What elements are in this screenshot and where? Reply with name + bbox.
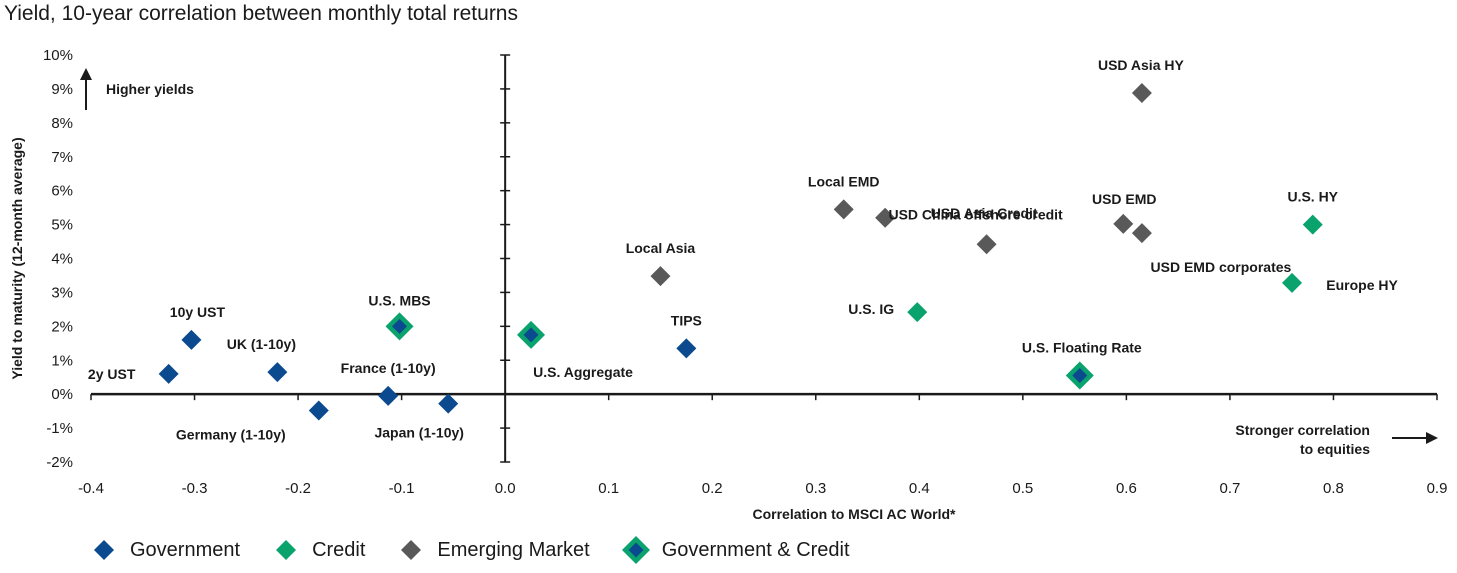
point-germany-1-10y [308, 400, 329, 421]
x-tick-label: 0.9 [1427, 480, 1448, 497]
x-tick-label: -0.4 [78, 480, 104, 497]
point-10y-ust [181, 329, 202, 350]
point-u-s-floating-rate [1072, 368, 1088, 384]
point-label-germany-1-10y: Germany (1-10y) [176, 426, 286, 442]
point-label-usd-asia-credit: USD Asia Credit [931, 205, 1038, 221]
point-label-tips: TIPS [671, 312, 702, 328]
legend-marker-emerging [401, 540, 422, 560]
legend-label: Government [130, 538, 241, 561]
x-tick-label: -0.3 [182, 480, 208, 497]
x-axis-title: Correlation to MSCI AC World* [753, 506, 957, 522]
x-tick-label: -0.1 [389, 480, 415, 497]
y-axis-title: Yield to maturity (12-month average) [9, 137, 25, 379]
y-tick-label: 6% [51, 183, 73, 200]
point-label-usd-china-offshore-credit: USD China offshore credit [888, 206, 1063, 222]
legend-item-credit: Credit [270, 534, 365, 566]
chart-legend: Government Credit Emerging Market Governmen… [88, 534, 880, 566]
scatter-chart: -2% -1% 0% 1% 2% 3% 4% 5% 6% 7% 8% 9% 10% -0.4 -0.3 -0.… [9, 47, 1448, 522]
y-tick-label: 3% [51, 284, 73, 301]
y-tick-label: 5% [51, 217, 73, 234]
right-arrow-icon [1426, 432, 1438, 444]
point-label-u-s-floating-rate: U.S. Floating Rate [1022, 340, 1142, 356]
point-label-france-1-10y: France (1-10y) [341, 360, 436, 376]
stronger-correlation-note-line2: to equities [1300, 441, 1370, 457]
point-label-usd-emd: USD EMD [1092, 191, 1157, 207]
x-tick-label: 0.6 [1116, 480, 1137, 497]
legend-label: Credit [312, 538, 366, 561]
point-u-s-aggregate [523, 327, 539, 343]
point-europe-hy [1282, 272, 1303, 293]
point-france-1-10y [378, 385, 399, 406]
stronger-correlation-note: Stronger correlation [1235, 422, 1370, 438]
point-2y-ust [158, 363, 179, 384]
point-local-emd [833, 199, 854, 220]
point-label-10y-ust: 10y UST [170, 304, 226, 320]
y-tick-label: 10% [43, 47, 73, 64]
x-tick-label: 0.2 [702, 480, 723, 497]
x-tick-label: 0.0 [495, 480, 516, 497]
x-tick-label: 0.8 [1323, 480, 1344, 497]
y-tick-label: 4% [51, 251, 73, 268]
point-usd-asia-credit [875, 207, 896, 228]
legend-item-gov-credit: Government & Credit [620, 534, 850, 566]
point-label-2y-ust: 2y UST [88, 366, 136, 382]
up-arrow-icon [80, 68, 92, 80]
y-tick-label: 0% [51, 386, 73, 403]
x-tick-label: 0.1 [598, 480, 619, 497]
x-tick-label: -0.2 [285, 480, 311, 497]
x-tick-label: 0.5 [1012, 480, 1033, 497]
y-tick-label: -2% [46, 454, 73, 471]
higher-yields-note: Higher yields [106, 81, 194, 97]
legend-item-emerging: Emerging Market [395, 534, 590, 566]
point-label-europe-hy: Europe HY [1326, 277, 1398, 293]
y-tick-label: 9% [51, 81, 73, 98]
y-tick-label: 7% [51, 149, 73, 166]
point-label-u-s-aggregate: U.S. Aggregate [533, 364, 633, 380]
x-tick-label: 0.7 [1219, 480, 1240, 497]
point-label-u-s-ig: U.S. IG [848, 301, 894, 317]
point-japan-1-10y [438, 393, 459, 414]
point-label-usd-emd-corporates: USD EMD corporates [1151, 259, 1292, 275]
point-usd-emd-corporates [1131, 223, 1152, 244]
point-label-usd-asia-hy: USD Asia HY [1098, 57, 1185, 73]
point-label-uk-1-10y: UK (1-10y) [227, 336, 296, 352]
point-u-s-hy [1302, 214, 1323, 235]
point-u-s-mbs [392, 318, 408, 334]
x-tick-label: 0.4 [909, 480, 930, 497]
point-label-japan-1-10y: Japan (1-10y) [374, 425, 463, 441]
point-label-u-s-mbs: U.S. MBS [368, 292, 430, 308]
legend-marker-government [94, 540, 114, 560]
x-tick-label: 0.3 [805, 480, 826, 497]
point-uk-1-10y [267, 362, 288, 383]
legend-item-government: Government [88, 534, 240, 566]
y-tick-label: -1% [46, 420, 73, 437]
chart-title: Yield, 10-year correlation between month… [4, 2, 518, 25]
point-label-local-asia: Local Asia [626, 240, 696, 256]
legend-label: Government & Credit [661, 538, 850, 561]
point-u-s-ig [907, 302, 928, 323]
point-usd-china-offshore-credit [976, 234, 997, 255]
point-usd-emd [1113, 213, 1134, 234]
point-usd-asia-hy [1131, 82, 1152, 103]
legend-label: Emerging Market [437, 538, 590, 561]
legend-marker-credit [276, 540, 297, 560]
legend-marker-gov-credit [621, 536, 650, 564]
y-tick-label: 8% [51, 115, 73, 132]
y-tick-label: 2% [51, 318, 73, 335]
point-tips [676, 338, 697, 359]
point-label-local-emd: Local EMD [808, 173, 880, 189]
point-label-u-s-hy: U.S. HY [1287, 189, 1338, 205]
point-local-asia [650, 266, 671, 287]
y-tick-label: 1% [51, 352, 73, 369]
